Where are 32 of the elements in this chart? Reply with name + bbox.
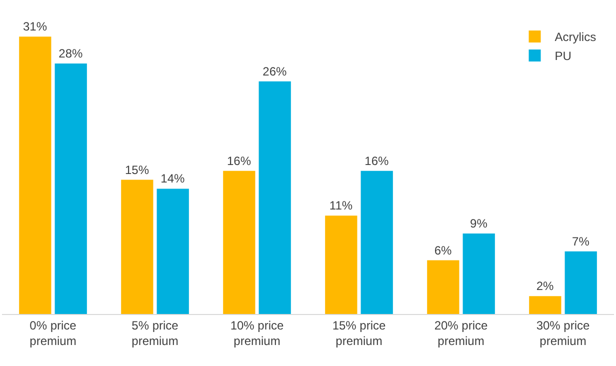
bar bbox=[19, 36, 52, 314]
data-label: 6% bbox=[434, 243, 452, 258]
bar bbox=[427, 260, 460, 314]
bar bbox=[121, 180, 154, 314]
x-tick-label: 5% price premium bbox=[132, 318, 179, 348]
data-label: 31% bbox=[22, 20, 48, 34]
bar bbox=[223, 170, 256, 314]
data-label: 9% bbox=[470, 216, 488, 230]
bar bbox=[360, 170, 393, 314]
data-label: 16% bbox=[364, 154, 390, 168]
bar bbox=[156, 188, 189, 314]
data-label: 11% bbox=[329, 198, 353, 213]
x-tick-label: 10% price premium bbox=[230, 318, 284, 348]
x-tick-label: 0% price premium bbox=[30, 318, 77, 348]
data-label: 28% bbox=[58, 46, 84, 60]
data-label: 14% bbox=[160, 172, 186, 186]
x-tick-label: 30% price premium bbox=[536, 318, 590, 348]
legend-label: Acrylics bbox=[554, 30, 596, 44]
bar bbox=[258, 81, 291, 314]
bar bbox=[529, 296, 562, 314]
x-tick-label: 15% price premium bbox=[332, 318, 386, 348]
legend-label: PU bbox=[554, 49, 572, 64]
bar bbox=[462, 233, 495, 314]
bar bbox=[325, 216, 358, 314]
data-label: 16% bbox=[226, 154, 252, 168]
data-label: 26% bbox=[262, 64, 288, 78]
data-label: 2% bbox=[536, 279, 554, 294]
data-label: 7% bbox=[572, 234, 590, 248]
x-tick-label: 20% price premium bbox=[434, 318, 488, 348]
data-label: 15% bbox=[124, 162, 150, 177]
bar bbox=[54, 63, 87, 314]
bar bbox=[564, 251, 597, 314]
